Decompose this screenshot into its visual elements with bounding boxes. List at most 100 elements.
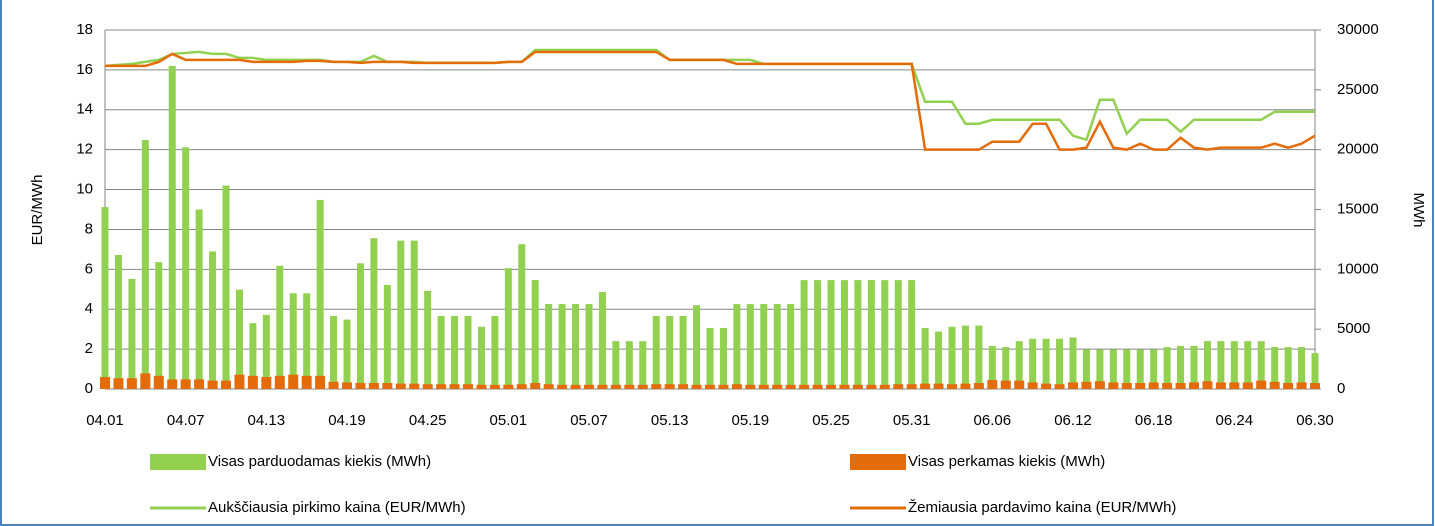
- bar: [504, 268, 512, 389]
- bar: [1027, 382, 1038, 389]
- x-tick-label: 04.07: [167, 412, 205, 429]
- bar: [584, 384, 594, 389]
- bar: [516, 384, 527, 389]
- bar: [558, 304, 566, 389]
- bar: [1175, 383, 1186, 389]
- bar: [194, 379, 205, 389]
- y2-tick-label: 20000: [1337, 141, 1379, 158]
- bar: [731, 384, 742, 389]
- bar: [489, 384, 500, 389]
- bar: [1256, 380, 1267, 389]
- bar: [908, 280, 916, 389]
- bar: [422, 384, 433, 389]
- bar: [572, 304, 580, 389]
- bar: [718, 384, 729, 389]
- bar: [383, 284, 391, 389]
- bar: [597, 384, 608, 389]
- bar: [1002, 347, 1010, 389]
- bar: [948, 326, 956, 389]
- bar: [126, 378, 137, 389]
- y2-tick-label: 5000: [1337, 320, 1370, 337]
- bar: [691, 384, 702, 389]
- bar: [1162, 383, 1173, 389]
- bar: [343, 319, 351, 389]
- bar: [1094, 381, 1105, 389]
- bar: [207, 380, 218, 389]
- bar: [1042, 338, 1050, 389]
- bar: [1230, 341, 1238, 389]
- bar: [531, 280, 539, 389]
- line: [105, 50, 1316, 151]
- bar: [1242, 382, 1253, 389]
- bar: [464, 316, 472, 389]
- legend-label: Aukščiausia pirkimo kaina (EUR/MWh): [208, 499, 466, 516]
- bar: [195, 209, 203, 389]
- bar: [140, 373, 151, 389]
- bar: [356, 263, 364, 389]
- bar: [987, 380, 998, 389]
- bar: [652, 316, 660, 389]
- bar: [370, 238, 378, 389]
- bar: [141, 140, 149, 389]
- x-tick-label: 05.25: [812, 412, 850, 429]
- bar: [449, 384, 460, 389]
- x-tick-label: 04.25: [409, 412, 447, 429]
- y2-axis-label: MWh: [1410, 193, 1427, 228]
- bar: [1121, 383, 1132, 389]
- bar: [1068, 382, 1078, 389]
- bar: [852, 384, 863, 389]
- bar: [866, 384, 877, 389]
- bar: [518, 244, 526, 389]
- bar: [491, 316, 499, 389]
- bar: [1135, 383, 1146, 389]
- x-tick-label: 05.01: [490, 412, 528, 429]
- legend-swatch: [850, 454, 906, 470]
- x-tick-label: 05.07: [570, 412, 608, 429]
- x-tick-label: 05.19: [732, 412, 770, 429]
- bar: [1269, 381, 1280, 389]
- legend-label: Visas parduodamas kiekis (MWh): [208, 453, 431, 470]
- bar: [330, 316, 338, 389]
- y-tick-label: 6: [85, 260, 93, 277]
- bar: [772, 384, 783, 389]
- bar: [382, 383, 393, 389]
- bar: [234, 374, 245, 389]
- bar: [612, 341, 620, 389]
- bar: [276, 265, 284, 389]
- bar: [975, 325, 983, 389]
- bar: [826, 384, 836, 389]
- bar: [221, 380, 231, 389]
- legend-swatch: [150, 454, 206, 470]
- bar: [598, 292, 606, 389]
- bar: [436, 384, 447, 389]
- bar: [424, 290, 432, 389]
- bar: [355, 383, 366, 389]
- bar: [168, 65, 176, 390]
- bar: [328, 381, 339, 389]
- bar: [1109, 349, 1117, 389]
- bar: [1284, 347, 1292, 389]
- y-axis-label: EUR/MWh: [29, 175, 46, 246]
- bar: [1069, 337, 1077, 389]
- bar: [745, 384, 756, 389]
- bar: [100, 377, 110, 389]
- bar: [477, 326, 485, 389]
- bar: [1202, 381, 1213, 389]
- bar: [706, 327, 714, 389]
- bar: [773, 304, 781, 389]
- bar: [1054, 384, 1065, 389]
- x-tick-label: 05.31: [893, 412, 931, 429]
- bar: [397, 240, 405, 389]
- bar: [785, 384, 796, 389]
- x-tick-label: 06.06: [974, 412, 1012, 429]
- bar: [1296, 382, 1307, 389]
- bar: [746, 304, 754, 389]
- bar: [114, 254, 122, 389]
- bar: [1298, 347, 1306, 389]
- x-tick-label: 06.30: [1296, 412, 1334, 429]
- bar: [1203, 341, 1211, 389]
- y-tick-label: 16: [76, 61, 93, 78]
- x-tick-label: 06.24: [1216, 412, 1254, 429]
